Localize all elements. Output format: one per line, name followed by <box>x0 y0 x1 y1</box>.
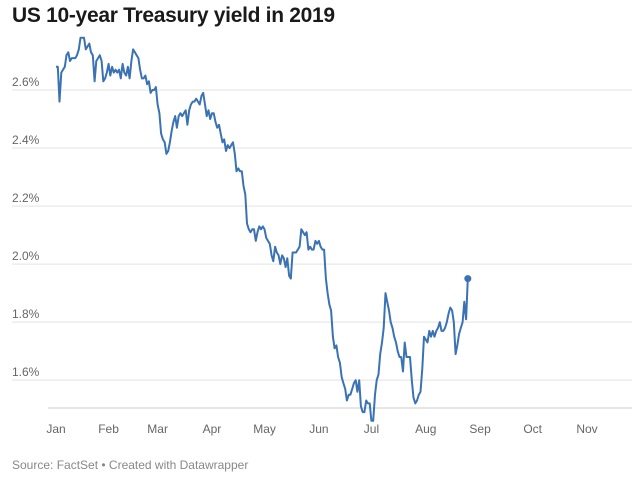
source-note: Source: FactSet • Created with Datawrapp… <box>12 458 249 472</box>
x-tick-label-sep: Sep <box>469 422 491 436</box>
x-tick-label-apr: Apr <box>203 422 222 436</box>
x-tick-label-oct: Oct <box>523 422 542 436</box>
x-axis: Jan Feb Mar Apr May Jun Jul Aug Sep Oct Nov <box>46 422 597 436</box>
x-tick-label-jul: Jul <box>364 422 379 436</box>
gridlines <box>12 89 632 409</box>
y-tick-label: 1.8% <box>12 307 40 321</box>
y-tick-label: 2.4% <box>12 133 40 147</box>
last-point-marker <box>464 275 472 283</box>
x-tick-label-may: May <box>253 422 276 436</box>
x-tick-label-jan: Jan <box>46 422 65 436</box>
y-tick-label: 2.2% <box>12 191 40 205</box>
x-tick-label-nov: Nov <box>576 422 597 436</box>
x-tick-label-mar: Mar <box>147 422 168 436</box>
y-tick-label: 1.6% <box>12 365 40 379</box>
series-layer <box>56 36 472 422</box>
chart-title: US 10-year Treasury yield in 2019 <box>12 4 335 27</box>
x-tick-label-jun: Jun <box>309 422 328 436</box>
series-line-yield <box>56 36 469 422</box>
x-tick-label-aug: Aug <box>415 422 436 436</box>
y-axis: 1.6% 1.8% 2.0% 2.2% 2.4% 2.6% <box>12 75 40 379</box>
x-tick-label-feb: Feb <box>98 422 119 436</box>
y-tick-label: 2.6% <box>12 75 40 89</box>
y-tick-label: 2.0% <box>12 249 40 263</box>
